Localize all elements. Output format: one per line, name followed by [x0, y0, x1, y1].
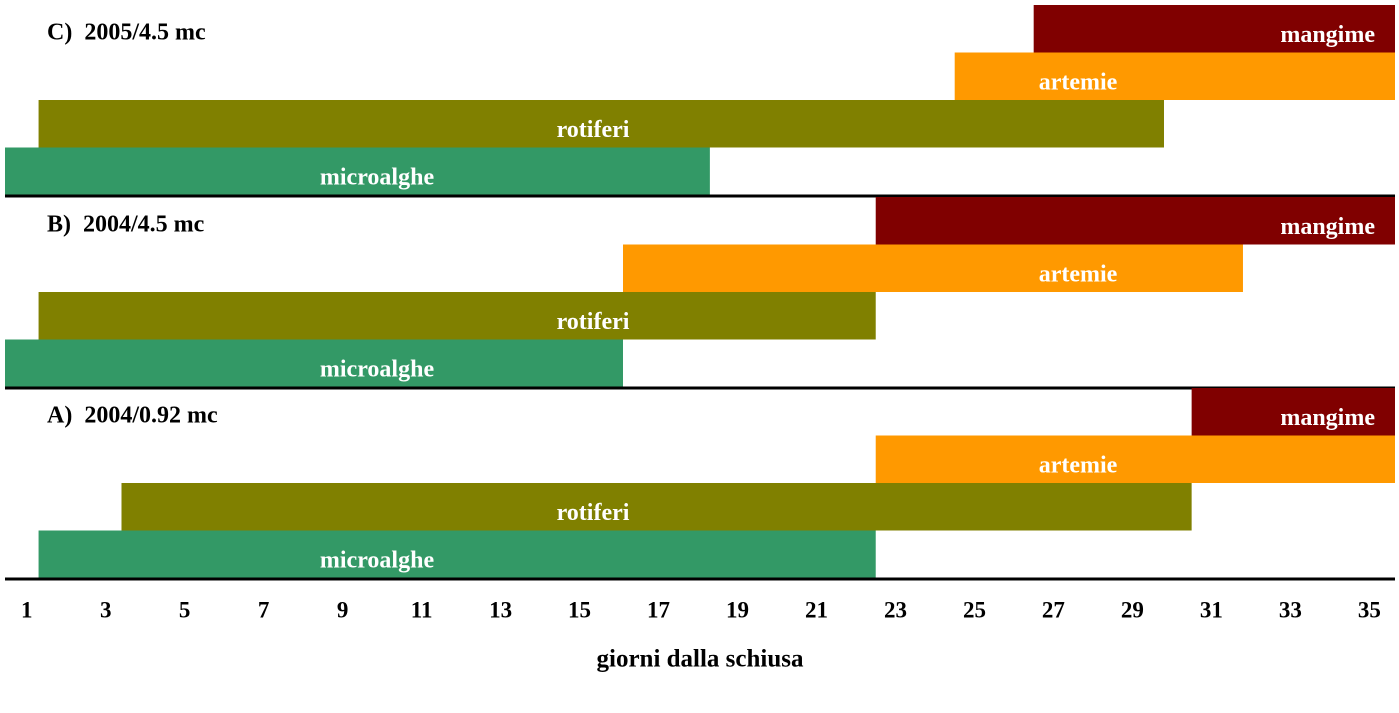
bar-label: mangime — [1280, 405, 1375, 431]
panel-title: A) 2004/0.92 mc — [47, 403, 218, 429]
bar — [38, 100, 1164, 148]
bar — [875, 435, 1395, 483]
x-tick-label: 21 — [805, 597, 828, 622]
x-tick-label: 3 — [100, 597, 112, 622]
x-tick-label: 29 — [1121, 597, 1144, 622]
x-tick-label: 25 — [963, 597, 986, 622]
x-tick-label: 27 — [1042, 597, 1065, 622]
bar-label: mangime — [1280, 214, 1375, 240]
bar-label: rotiferi — [557, 117, 630, 143]
x-axis-label: giorni dalla schiusa — [597, 646, 804, 673]
x-tick-label: 31 — [1200, 597, 1223, 622]
x-tick-label: 9 — [337, 597, 349, 622]
bar — [1191, 388, 1395, 436]
bar — [954, 52, 1395, 100]
bar-label: rotiferi — [557, 500, 630, 526]
bar-label: microalghe — [320, 548, 435, 574]
bar-label: mangime — [1280, 22, 1375, 48]
bar-label: microalghe — [320, 165, 435, 191]
bar-label: microalghe — [320, 357, 435, 383]
x-tick-label: 15 — [568, 597, 591, 622]
bar — [38, 292, 876, 340]
x-tick-label: 13 — [489, 597, 512, 622]
x-tick-label: 19 — [726, 597, 749, 622]
x-tick-label: 1 — [21, 597, 33, 622]
x-tick-label: 5 — [179, 597, 191, 622]
bar — [875, 197, 1395, 245]
bar — [5, 147, 710, 195]
x-tick-label: 33 — [1279, 597, 1302, 622]
bar — [121, 483, 1192, 531]
bar — [1033, 5, 1395, 53]
bar-label: rotiferi — [557, 309, 630, 335]
x-tick-label: 35 — [1358, 597, 1381, 622]
x-tick-label: 23 — [884, 597, 907, 622]
bar-label: artemie — [1039, 70, 1118, 96]
x-tick-label: 11 — [411, 597, 433, 622]
x-tick-label: 7 — [258, 597, 270, 622]
panel-title: B) 2004/4.5 mc — [47, 212, 205, 238]
panel-title: C) 2005/4.5 mc — [47, 20, 206, 46]
bar-label: artemie — [1039, 262, 1118, 288]
bar — [5, 339, 623, 387]
x-tick-label: 17 — [647, 597, 670, 622]
bar — [622, 244, 1243, 292]
bar — [38, 530, 876, 578]
bar-label: artemie — [1039, 453, 1118, 479]
